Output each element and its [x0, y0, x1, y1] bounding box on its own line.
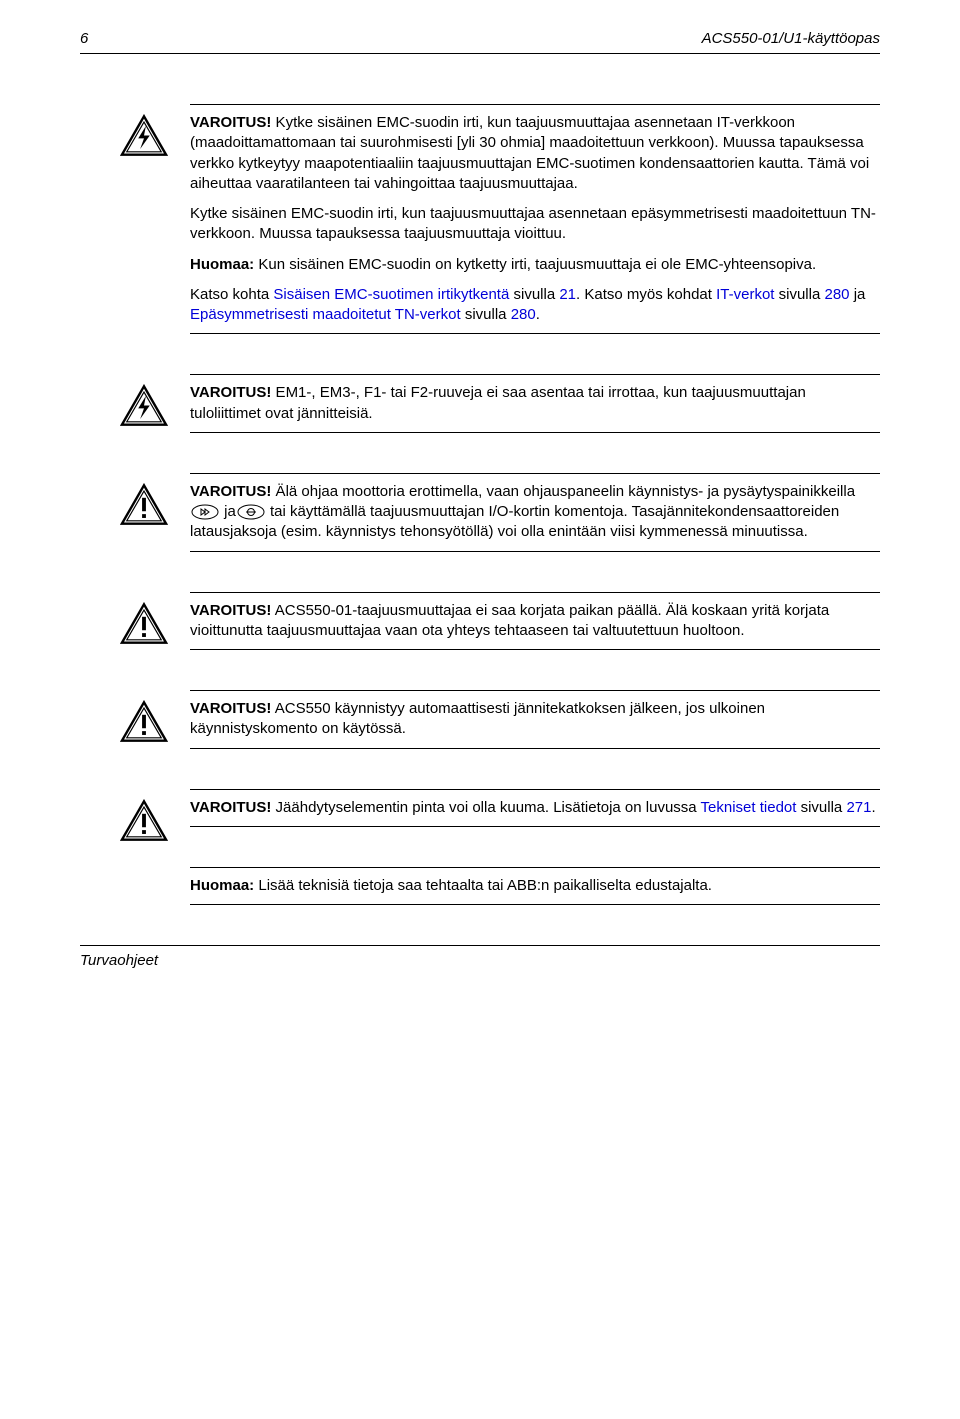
xref-link[interactable]: IT-verkot — [716, 286, 774, 303]
text: sivulla — [461, 306, 511, 323]
xref-link[interactable]: Sisäisen EMC-suotimen irtikytkentä — [273, 286, 509, 303]
warning-text: VAROITUS! Kytke sisäinen EMC-suodin irti… — [190, 105, 880, 333]
page-footer: Turvaohjeet — [80, 952, 880, 969]
text: Katso kohta — [190, 286, 273, 303]
text: sivulla — [509, 286, 559, 303]
text: ja — [220, 503, 236, 520]
page: 6 ACS550-01/U1-käyttöopas VAROITUS! Kytk… — [0, 0, 960, 1419]
warning-block-hot-surface: VAROITUS! Jäähdytyselementin pinta voi o… — [190, 789, 880, 827]
text: . Katso myös kohdat — [576, 286, 716, 303]
general-warning-icon — [120, 483, 168, 527]
xref-page[interactable]: 280 — [511, 306, 536, 323]
general-warning-icon — [120, 700, 168, 744]
warning-label: VAROITUS! — [190, 700, 271, 717]
note-body: Kun sisäinen EMC-suodin on kytketty irti… — [254, 256, 816, 273]
warning-block-emc-disconnect: VAROITUS! Kytke sisäinen EMC-suodin irti… — [190, 104, 880, 334]
warning-block-em-screws: VAROITUS! EM1-, EM3-, F1- tai F2-ruuveja… — [190, 374, 880, 433]
xref-page[interactable]: 271 — [846, 799, 871, 816]
warning-label: VAROITUS! — [190, 602, 271, 619]
note-label: Huomaa: — [190, 877, 254, 894]
warning-label: VAROITUS! — [190, 799, 271, 816]
warning-text: VAROITUS! ACS550-01-taajuusmuuttajaa ei … — [190, 593, 880, 650]
divider — [190, 904, 880, 905]
warning-text: VAROITUS! Jäähdytyselementin pinta voi o… — [190, 790, 880, 826]
xref-link[interactable]: Epäsymmetrisesti maadoitetut TN-verkot — [190, 306, 461, 323]
warning-body: Jäähdytyselementin pinta voi olla kuuma.… — [271, 799, 700, 816]
warning-body: EM1-, EM3-, F1- tai F2-ruuveja ei saa as… — [190, 384, 806, 421]
warning-block-motor-control: VAROITUS! Älä ohjaa moottoria erottimell… — [190, 473, 880, 552]
warning-label: VAROITUS! — [190, 114, 271, 131]
warning-block-no-field-repair: VAROITUS! ACS550-01-taajuusmuuttajaa ei … — [190, 592, 880, 651]
general-warning-icon — [120, 602, 168, 646]
warning-body: Älä ohjaa moottoria erottimella, vaan oh… — [271, 483, 855, 500]
warning-block-auto-restart: VAROITUS! ACS550 käynnistyy automaattise… — [190, 690, 880, 749]
start-button-icon — [190, 504, 220, 520]
warning-label: VAROITUS! — [190, 483, 271, 500]
warning-body: tai käyttämällä taajuusmuuttajan I/O-kor… — [190, 503, 839, 540]
doc-title: ACS550-01/U1-käyttöopas — [702, 30, 880, 47]
warning-text: VAROITUS! ACS550 käynnistyy automaattise… — [190, 691, 880, 748]
footer-section-title: Turvaohjeet — [80, 952, 158, 969]
warning-text: VAROITUS! EM1-, EM3-, F1- tai F2-ruuveja… — [190, 375, 880, 432]
page-number: 6 — [80, 30, 88, 47]
warning-body: Kytke sisäinen EMC-suodin irti, kun taaj… — [190, 204, 880, 245]
text: sivulla — [774, 286, 824, 303]
divider — [190, 432, 880, 433]
note-block-more-info: Huomaa: Lisää teknisiä tietoja saa tehta… — [190, 867, 880, 905]
text: . — [871, 799, 875, 816]
warning-text: VAROITUS! Älä ohjaa moottoria erottimell… — [190, 474, 880, 551]
electric-shock-warning-icon — [120, 384, 168, 428]
warning-body: ACS550 käynnistyy automaattisesti jännit… — [190, 700, 765, 737]
general-warning-icon — [120, 799, 168, 843]
divider — [190, 649, 880, 650]
electric-shock-warning-icon — [120, 114, 168, 158]
warning-body: Kytke sisäinen EMC-suodin irti, kun taaj… — [190, 114, 869, 192]
footer-divider — [80, 945, 880, 946]
page-header: 6 ACS550-01/U1-käyttöopas — [80, 30, 880, 47]
note-text: Huomaa: Lisää teknisiä tietoja saa tehta… — [190, 868, 880, 904]
divider — [190, 551, 880, 552]
text: ja — [850, 286, 866, 303]
stop-button-icon — [236, 504, 266, 520]
note-label: Huomaa: — [190, 256, 254, 273]
warning-body: ACS550-01-taajuusmuuttajaa ei saa korjat… — [190, 602, 829, 639]
xref-link[interactable]: Tekniset tiedot — [701, 799, 797, 816]
divider — [190, 748, 880, 749]
xref-page[interactable]: 280 — [825, 286, 850, 303]
xref-page[interactable]: 21 — [559, 286, 576, 303]
header-divider — [80, 53, 880, 54]
divider — [190, 333, 880, 334]
text: . — [536, 306, 540, 323]
warning-label: VAROITUS! — [190, 384, 271, 401]
note-body: Lisää teknisiä tietoja saa tehtaalta tai… — [254, 877, 712, 894]
text: sivulla — [796, 799, 846, 816]
divider — [190, 826, 880, 827]
